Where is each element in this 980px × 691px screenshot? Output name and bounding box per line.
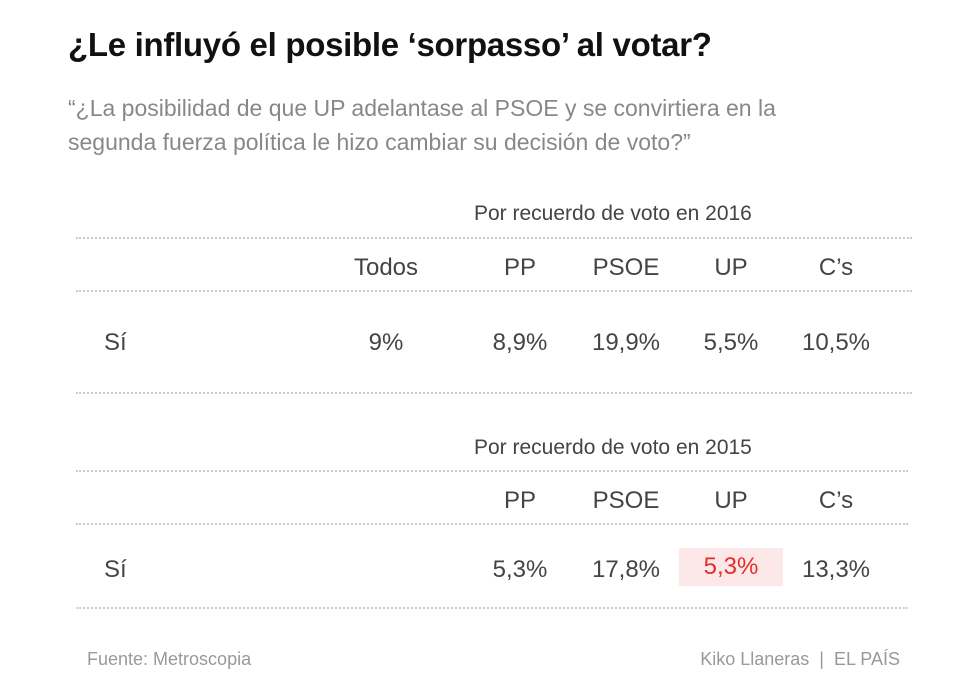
table-cell: 8,9% — [492, 329, 548, 356]
column-header-cs: C’s — [818, 254, 854, 281]
column-header-psoe: PSOE — [592, 254, 660, 281]
column-header-psoe: PSOE — [592, 487, 660, 514]
table-cell: 17,8% — [591, 556, 661, 583]
table-cell: 5,5% — [703, 329, 759, 356]
section-label-2015: Por recuerdo de voto en 2015 — [474, 436, 752, 459]
subtitle-line-1: “¿La posibilidad de que UP adelantase al… — [68, 95, 776, 121]
subtitle-line-2: segunda fuerza política le hizo cambiar … — [68, 129, 691, 155]
table-cell: 5,3% — [492, 556, 548, 583]
table-cell: 10,5% — [801, 329, 871, 356]
credit: Kiko Llaneras | EL PAÍS — [700, 649, 900, 669]
column-header-pp: PP — [503, 254, 536, 281]
divider — [76, 470, 908, 472]
table-cell: 19,9% — [591, 329, 661, 356]
column-header-pp: PP — [503, 487, 536, 514]
table-cell: 9% — [368, 329, 404, 356]
row-label-si: Sí — [104, 556, 127, 583]
divider — [76, 607, 908, 609]
column-header-up: UP — [714, 487, 748, 514]
divider — [76, 237, 912, 239]
column-header-cs: C’s — [818, 487, 854, 514]
source-note: Fuente: Metroscopia — [87, 649, 252, 669]
chart-title: ¿Le influyó el posible ‘sorpasso’ al vot… — [68, 26, 712, 63]
divider — [76, 290, 912, 292]
row-label-si: Sí — [104, 329, 127, 356]
chart-subtitle: “¿La posibilidad de que UP adelantase al… — [68, 91, 776, 159]
column-header-up: UP — [714, 254, 748, 281]
divider — [76, 523, 908, 525]
table-cell: 13,3% — [801, 556, 871, 583]
divider — [76, 392, 912, 394]
highlighted-cell-up: 5,3% — [679, 548, 783, 586]
column-header-todos: Todos — [353, 254, 419, 281]
section-label-2016: Por recuerdo de voto en 2016 — [474, 202, 752, 225]
